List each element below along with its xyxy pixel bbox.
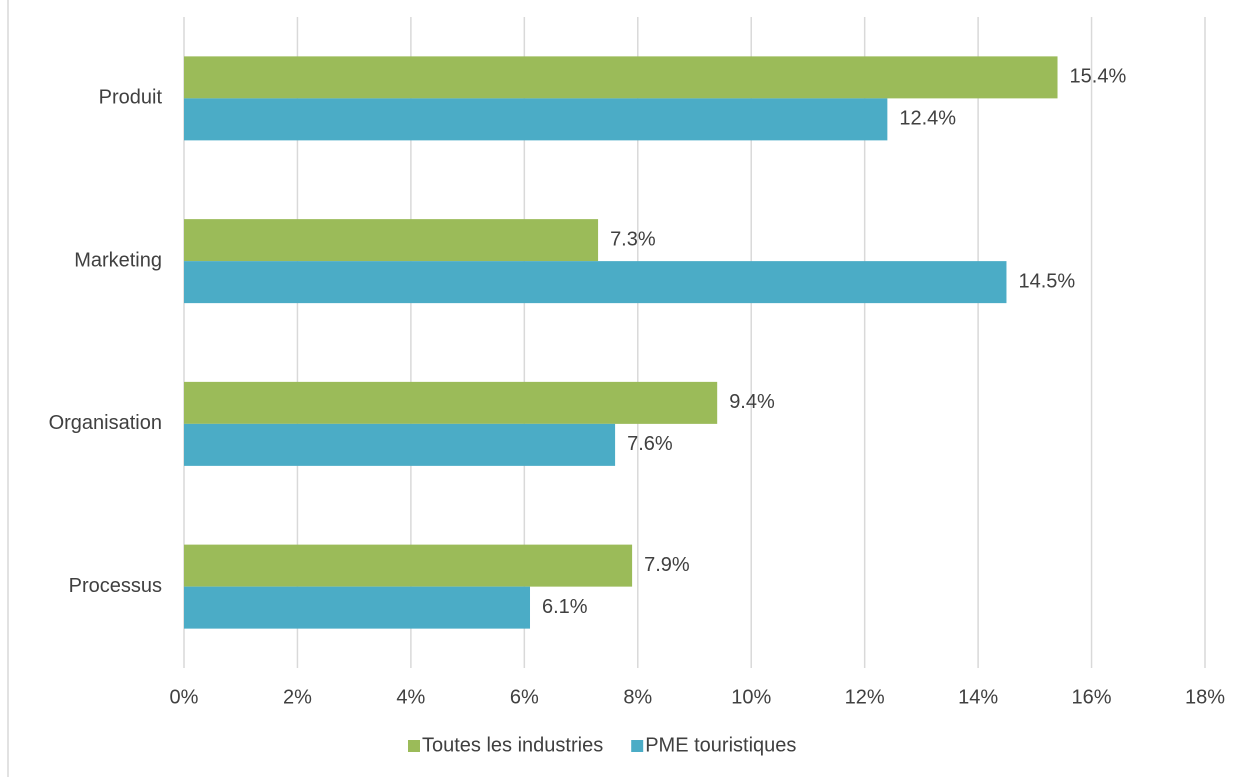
bar [184,56,1058,99]
bar [184,219,599,262]
data-label: 7.3% [610,228,656,250]
bar [184,544,633,587]
legend-swatch [408,740,420,752]
data-label: 12.4% [899,108,956,130]
x-tick-label: 16% [1072,686,1112,708]
bar [184,423,616,466]
data-label: 6.1% [542,596,588,618]
x-tick-label: 0% [170,686,199,708]
y-tick-label: Organisation [49,412,162,434]
y-tick-label: Processus [69,575,162,597]
data-label: 7.9% [644,554,690,576]
legend-label: PME touristiques [645,734,796,756]
bar [184,98,888,141]
x-tick-label: 10% [731,686,771,708]
data-label: 15.4% [1070,66,1127,88]
y-tick-label: Produit [99,87,163,109]
bar [184,261,1007,304]
data-label: 9.4% [729,391,775,413]
x-tick-label: 4% [396,686,425,708]
legend-swatch [631,740,644,752]
x-tick-label: 14% [958,686,998,708]
x-tick-label: 2% [283,686,312,708]
data-label: 7.6% [627,433,673,455]
x-tick-label: 18% [1185,686,1225,708]
x-tick-label: 12% [845,686,885,708]
bar [184,586,531,629]
data-label: 14.5% [1018,270,1075,292]
x-tick-label: 8% [623,686,652,708]
bar [184,381,718,424]
x-tick-label: 6% [510,686,539,708]
legend-label: Toutes les industries [422,734,603,756]
y-tick-label: Marketing [74,249,162,271]
